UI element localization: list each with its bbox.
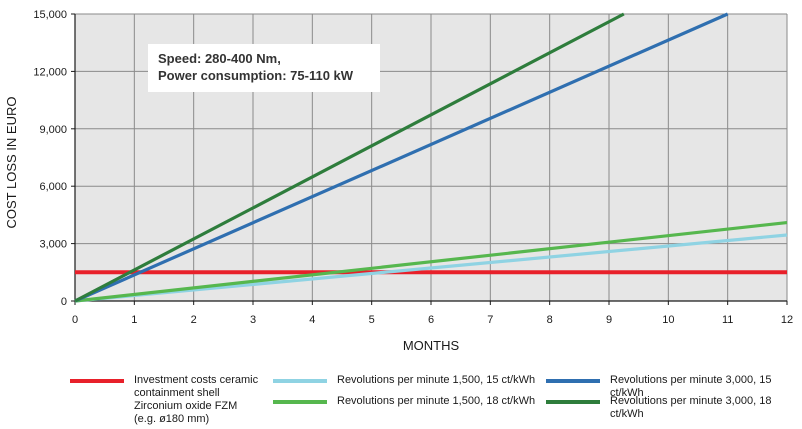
x-axis-title: MONTHS (403, 338, 460, 353)
x-tick-label: 0 (72, 314, 78, 326)
legend-item-investment: Investment costs ceramic containment she… (70, 374, 258, 426)
legend-swatch (546, 379, 600, 383)
series-lines (74, 12, 788, 303)
line-chart: 0 1 2 3 4 5 6 7 8 9 10 11 1203,0006,0009,00012,00015… (4, 9, 793, 353)
x-tick-label: 3 (250, 314, 256, 326)
x-tick-label: 12 (781, 314, 793, 326)
y-tick-label: 3,000 (39, 239, 67, 251)
y-tick-label: 15,000 (33, 9, 67, 21)
axes (71, 13, 788, 305)
legend-swatch (70, 379, 124, 383)
series-line (74, 12, 625, 303)
y-tick-label: 6,000 (39, 181, 67, 193)
series-line (74, 220, 788, 303)
x-tick-label: 4 (309, 314, 315, 326)
legend-item-3000-15: Revolutions per minute 3,000, 15 ct/kWh (546, 374, 802, 400)
x-tick-label: 6 (428, 314, 434, 326)
series-line (74, 12, 729, 303)
x-tick-label: 1 (131, 314, 137, 326)
legend-label: Revolutions per minute 1,500, 15 ct/kWh (337, 374, 536, 386)
x-tick-label: 10 (662, 314, 674, 326)
x-tick-label: 8 (547, 314, 553, 326)
tick-labels: 0 1 2 3 4 5 6 7 8 9 10 11 1203,0006,0009,00012,00015… (33, 9, 793, 326)
x-tick-label: 9 (606, 314, 612, 326)
y-tick-label: 12,000 (33, 66, 67, 78)
y-tick-label: 9,000 (39, 124, 67, 136)
legend-item-1500-18: Revolutions per minute 1,500, 18 ct/kWh (273, 395, 535, 408)
x-tick-label: 5 (369, 314, 375, 326)
x-tick-label: 2 (191, 314, 197, 326)
annotation-line: Power consumption: 75-110 kW (158, 68, 354, 83)
y-axis-title: COST LOSS IN EURO (4, 97, 19, 229)
annotation-box: Speed: 280-400 Nm, Power consumption: 75… (148, 44, 380, 92)
legend-item-1500-15: Revolutions per minute 1,500, 15 ct/kWh (273, 374, 535, 387)
x-tick-label: 7 (487, 314, 493, 326)
series-line (74, 233, 788, 303)
legend-swatch (546, 400, 600, 404)
legend: Investment costs ceramic containment she… (0, 368, 802, 429)
legend-label: Investment costs ceramic containment she… (134, 374, 259, 425)
legend-label: Revolutions per minute 3,000, 15 ct/kWh (610, 374, 772, 399)
annotation-line: Speed: 280-400 Nm, (158, 51, 281, 66)
legend-label: Revolutions per minute 1,500, 18 ct/kWh (337, 395, 536, 407)
legend-label: Revolutions per minute 3,000, 18 ct/kWh (610, 395, 772, 420)
legend-swatch (273, 400, 327, 404)
legend-swatch (273, 379, 327, 383)
x-tick-label: 11 (722, 314, 733, 326)
y-tick-label: 0 (61, 296, 67, 308)
legend-item-3000-18: Revolutions per minute 3,000, 18 ct/kWh (546, 395, 802, 421)
